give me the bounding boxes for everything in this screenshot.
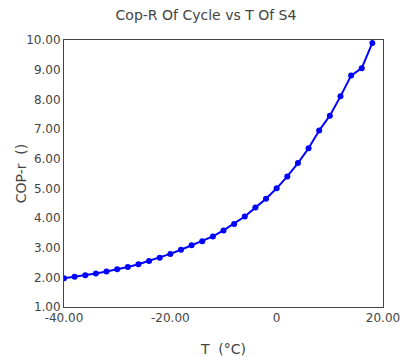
svg-text:4.00: 4.00 xyxy=(34,211,61,225)
svg-text:Cop-R Of Cycle vs T Of S4: Cop-R Of Cycle vs T Of S4 xyxy=(116,7,297,23)
svg-text:COP-r (): COP-r () xyxy=(13,144,29,204)
svg-text:6.00: 6.00 xyxy=(34,152,61,166)
svg-text:3.00: 3.00 xyxy=(34,241,61,255)
svg-text:7.00: 7.00 xyxy=(34,122,61,136)
svg-text:-20.00: -20.00 xyxy=(151,311,190,325)
svg-text:5.00: 5.00 xyxy=(34,182,61,196)
svg-text:1.00: 1.00 xyxy=(34,300,61,314)
svg-text:10.00: 10.00 xyxy=(26,33,60,47)
svg-text:9.00: 9.00 xyxy=(34,63,61,77)
svg-text:2.00: 2.00 xyxy=(34,271,61,285)
svg-text:0: 0 xyxy=(273,311,281,325)
svg-text:T (°C): T (°C) xyxy=(200,341,246,357)
svg-text:20.00: 20.00 xyxy=(366,311,400,325)
svg-text:8.00: 8.00 xyxy=(34,93,61,107)
svg-text:-40.00: -40.00 xyxy=(45,311,84,325)
